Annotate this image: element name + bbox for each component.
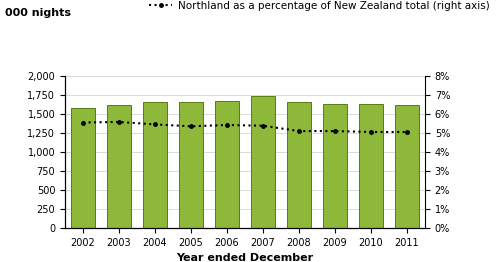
Bar [216,101,238,228]
Legend: Northland guest nights (left axis), Northland as a percentage of New Zealand tot: Northland guest nights (left axis), Nort… [150,0,489,11]
Bar [396,105,418,228]
Bar [144,102,167,228]
Bar [288,102,310,228]
Text: 000 nights: 000 nights [5,8,71,18]
Bar [360,105,382,228]
Bar [324,104,346,228]
Bar [72,108,94,228]
Bar [180,102,203,228]
X-axis label: Year ended December: Year ended December [176,253,314,262]
Bar [252,96,274,228]
Bar [108,105,130,228]
